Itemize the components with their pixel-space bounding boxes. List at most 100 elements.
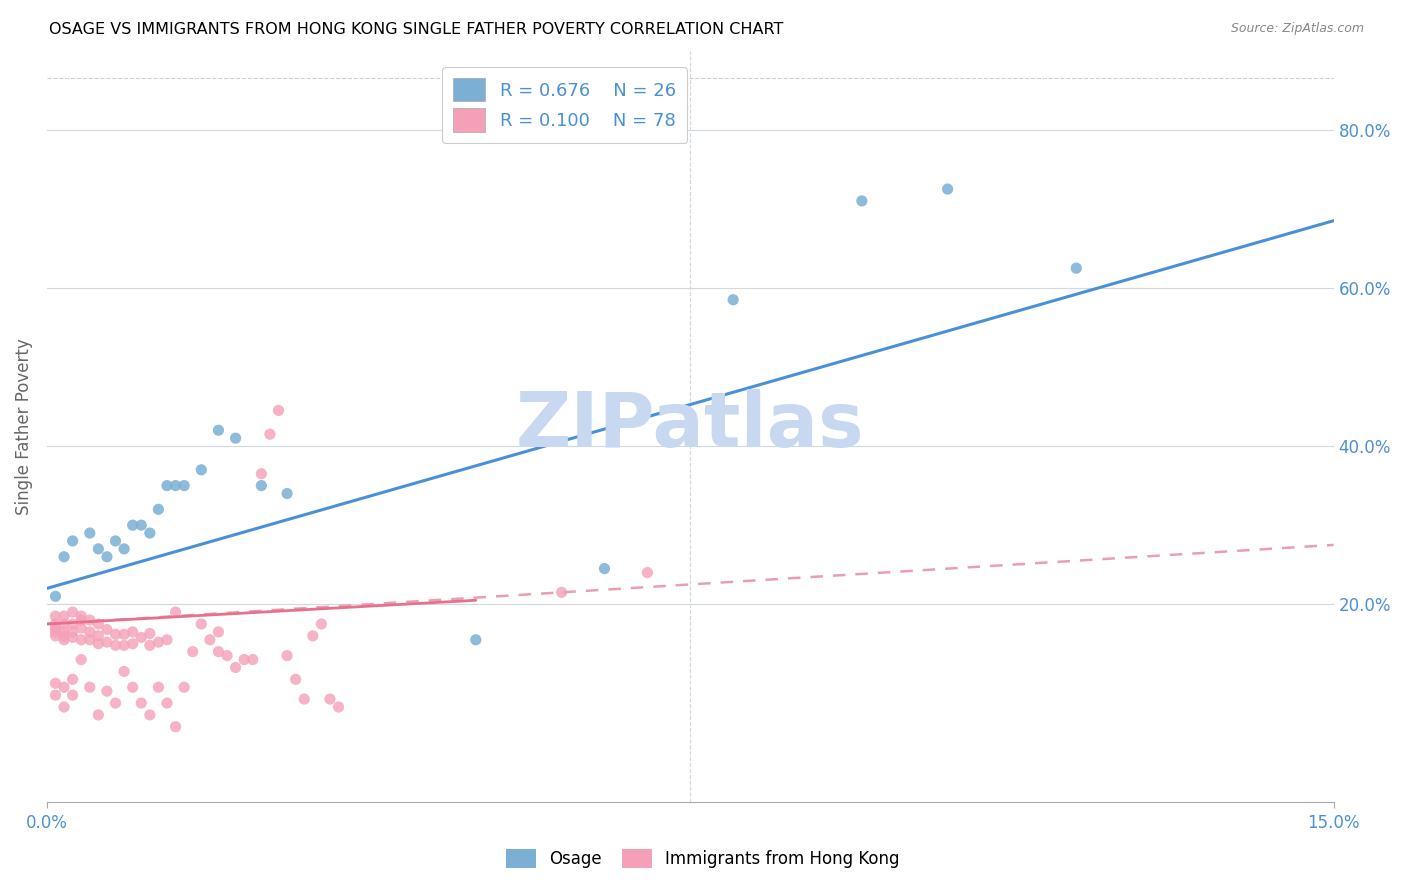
Point <box>121 624 143 639</box>
Point <box>311 617 333 632</box>
Point <box>121 637 143 651</box>
Point <box>593 561 616 575</box>
Point <box>44 621 66 635</box>
Point <box>156 696 179 710</box>
Point <box>276 648 298 663</box>
Point <box>121 518 143 533</box>
Point <box>70 632 93 647</box>
Point <box>165 478 187 492</box>
Point <box>112 541 135 556</box>
Point <box>112 638 135 652</box>
Legend: Osage, Immigrants from Hong Kong: Osage, Immigrants from Hong Kong <box>499 842 907 875</box>
Point <box>87 541 110 556</box>
Point <box>148 502 170 516</box>
Point <box>70 613 93 627</box>
Point <box>225 660 247 674</box>
Point <box>96 635 118 649</box>
Point <box>129 696 152 710</box>
Point <box>104 533 127 548</box>
Point <box>104 627 127 641</box>
Point <box>62 688 84 702</box>
Point <box>936 182 959 196</box>
Point <box>328 700 350 714</box>
Point <box>207 423 229 437</box>
Point <box>148 635 170 649</box>
Point <box>284 673 307 687</box>
Y-axis label: Single Father Poverty: Single Father Poverty <box>15 338 32 515</box>
Point <box>44 590 66 604</box>
Point <box>267 403 290 417</box>
Point <box>96 623 118 637</box>
Point <box>250 467 273 481</box>
Point <box>250 478 273 492</box>
Point <box>79 526 101 541</box>
Point <box>70 609 93 624</box>
Point <box>112 627 135 641</box>
Point <box>207 624 229 639</box>
Point <box>62 673 84 687</box>
Point <box>259 427 281 442</box>
Point <box>96 549 118 564</box>
Point <box>156 632 179 647</box>
Point <box>464 632 486 647</box>
Point <box>112 665 135 679</box>
Point <box>198 632 221 647</box>
Point <box>44 609 66 624</box>
Point <box>319 692 342 706</box>
Point <box>87 707 110 722</box>
Point <box>165 605 187 619</box>
Point <box>70 621 93 635</box>
Point <box>87 629 110 643</box>
Point <box>207 645 229 659</box>
Point <box>104 696 127 710</box>
Point <box>129 631 152 645</box>
Point <box>79 680 101 694</box>
Point <box>292 692 315 706</box>
Point <box>53 617 76 632</box>
Point <box>53 609 76 624</box>
Point <box>233 652 256 666</box>
Point <box>62 605 84 619</box>
Point <box>104 638 127 652</box>
Point <box>190 617 212 632</box>
Point <box>173 478 195 492</box>
Point <box>87 637 110 651</box>
Point <box>121 680 143 694</box>
Point <box>53 700 76 714</box>
Point <box>721 293 744 307</box>
Point <box>62 533 84 548</box>
Point <box>851 194 873 208</box>
Point <box>156 478 179 492</box>
Point <box>53 549 76 564</box>
Point <box>79 624 101 639</box>
Point <box>276 486 298 500</box>
Point <box>181 645 204 659</box>
Point <box>550 585 572 599</box>
Point <box>44 617 66 632</box>
Legend: R = 0.676    N = 26, R = 0.100    N = 78: R = 0.676 N = 26, R = 0.100 N = 78 <box>441 67 686 143</box>
Point <box>129 518 152 533</box>
Point <box>53 632 76 647</box>
Point <box>62 631 84 645</box>
Point <box>636 566 658 580</box>
Point <box>44 629 66 643</box>
Point <box>190 463 212 477</box>
Point <box>301 629 323 643</box>
Text: OSAGE VS IMMIGRANTS FROM HONG KONG SINGLE FATHER POVERTY CORRELATION CHART: OSAGE VS IMMIGRANTS FROM HONG KONG SINGL… <box>49 22 783 37</box>
Point <box>139 707 162 722</box>
Point <box>62 617 84 632</box>
Point <box>225 431 247 445</box>
Point <box>139 638 162 652</box>
Point <box>215 648 238 663</box>
Point <box>139 626 162 640</box>
Point <box>53 624 76 639</box>
Point <box>173 680 195 694</box>
Point <box>62 624 84 639</box>
Point <box>1064 261 1087 276</box>
Point <box>53 629 76 643</box>
Point <box>79 613 101 627</box>
Point <box>242 652 264 666</box>
Point <box>139 526 162 541</box>
Point <box>96 684 118 698</box>
Point <box>70 652 93 666</box>
